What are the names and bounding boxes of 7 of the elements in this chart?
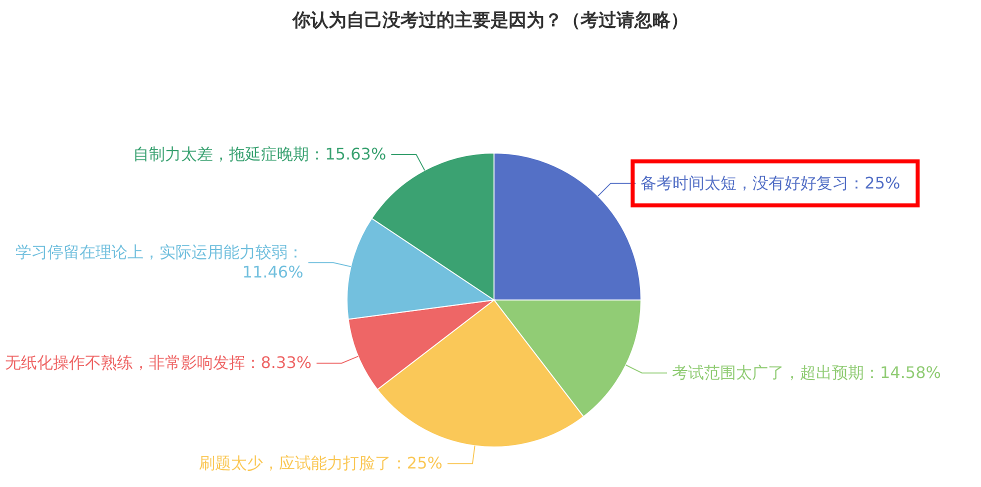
slice-label: 自制力太差，拖延症晚期：15.63%	[133, 144, 386, 164]
slice-label: 考试范围太广了，超出预期：14.58%	[672, 362, 942, 382]
slice-label: 备考时间太短，没有好好复习：25%	[640, 173, 900, 192]
slice-label: 无纸化操作不熟练，非常影响发挥：8.33%	[4, 353, 312, 372]
slice-label: 学习停留在理论上，实际运用能力较弱：11.46%	[15, 242, 304, 282]
slice-label: 刷题太少，应试能力打脸了：25%	[198, 454, 442, 473]
chart-title: 你认为自己没考过的主要是因为？（考过请忽略）	[292, 10, 688, 31]
